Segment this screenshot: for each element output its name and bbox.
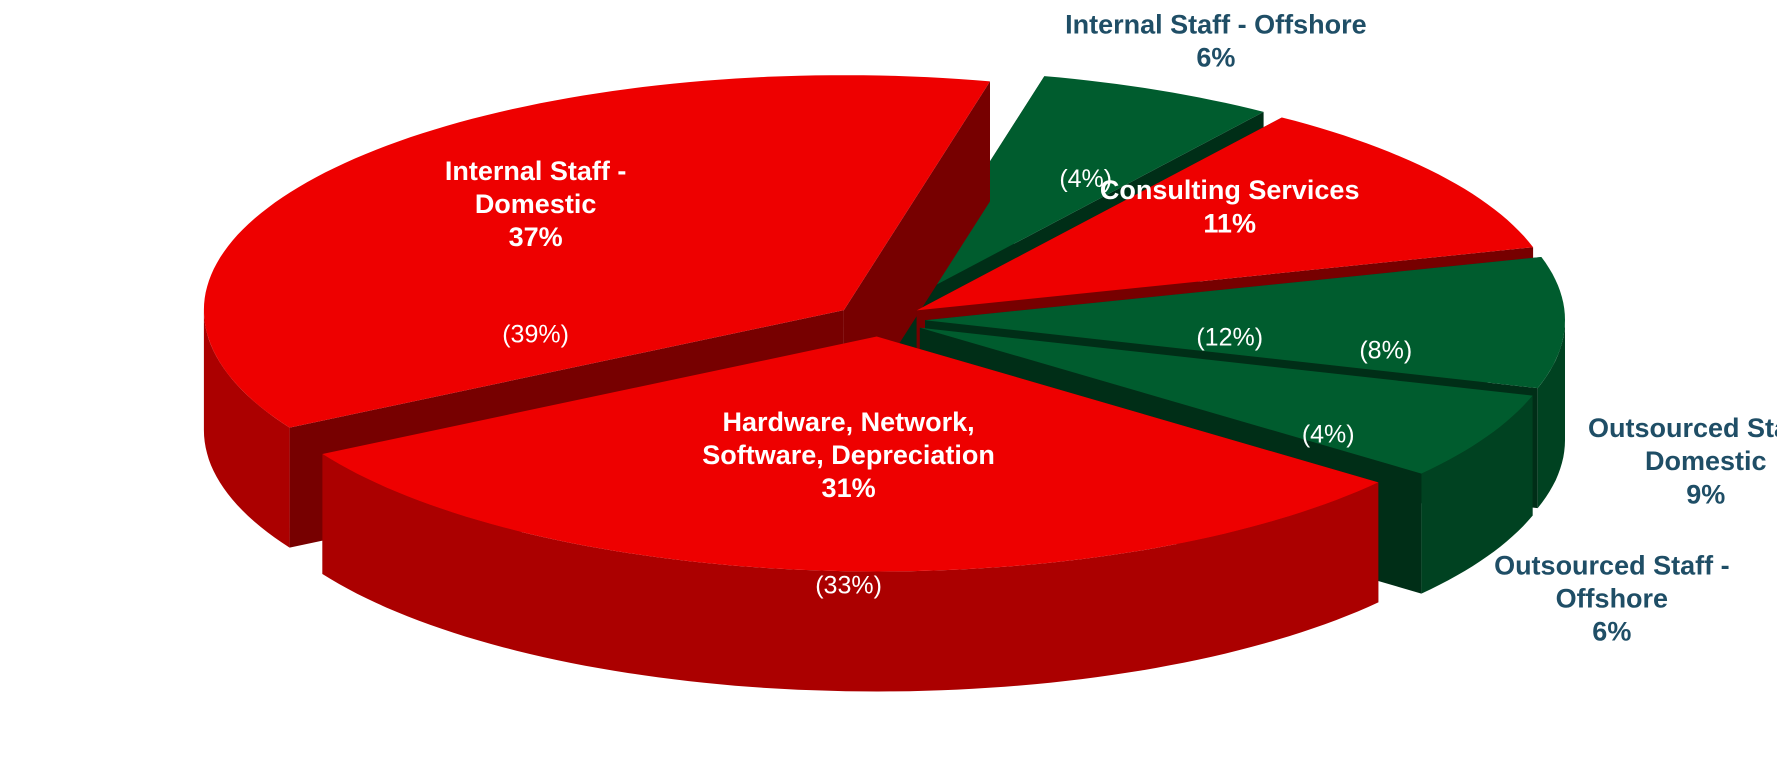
label-line: Outsourced Staff - — [1588, 413, 1777, 443]
slice-top — [203, 75, 990, 428]
slice-wall — [322, 454, 1379, 692]
label-line: Internal Staff - — [445, 156, 627, 186]
label-line: Outsourced Staff - — [1494, 551, 1730, 581]
label-line: Internal Staff - Offshore — [1065, 10, 1367, 40]
value-label: 37% — [509, 222, 563, 252]
value-label: 9% — [1686, 479, 1725, 509]
slice-top — [925, 257, 1565, 389]
slice-wall — [1537, 320, 1565, 509]
slice-top — [919, 327, 1533, 474]
slice-label: Outsourced Staff -Domestic — [1588, 413, 1777, 476]
label-line: Hardware, Network, — [723, 407, 975, 437]
slice-top — [898, 76, 1264, 305]
secondary-label: (4%) — [1302, 421, 1355, 449]
slice-top — [322, 336, 1379, 572]
secondary-label: (39%) — [502, 321, 569, 349]
value-label: 6% — [1592, 617, 1631, 647]
value-label: 11% — [1203, 208, 1256, 238]
slice — [322, 336, 1379, 692]
secondary-label: (8%) — [1359, 337, 1412, 365]
value-label: 6% — [1196, 43, 1235, 73]
slice-label: Internal Staff -Domestic — [445, 156, 627, 219]
label-line: Offshore — [1556, 584, 1669, 614]
slice-wall — [1421, 395, 1533, 594]
slice-label: Outsourced Staff -Offshore — [1494, 551, 1730, 614]
label-line: Domestic — [1645, 446, 1767, 476]
slice-label: Hardware, Network, Software, Depreciation — [702, 407, 995, 470]
slice-wall — [203, 310, 290, 548]
value-label: 31% — [822, 473, 876, 503]
label-line: Domestic — [475, 189, 597, 219]
label-line: Software, Depreciation — [702, 440, 995, 470]
secondary-label: (12%) — [1196, 323, 1263, 351]
secondary-label: (4%) — [1059, 165, 1112, 193]
label-line: Consulting Services — [1100, 175, 1360, 205]
slice-label: Consulting Services — [1100, 175, 1360, 205]
slice-label: Internal Staff - Offshore — [1065, 10, 1367, 40]
secondary-label: (33%) — [815, 572, 882, 600]
slice-top — [916, 117, 1534, 311]
